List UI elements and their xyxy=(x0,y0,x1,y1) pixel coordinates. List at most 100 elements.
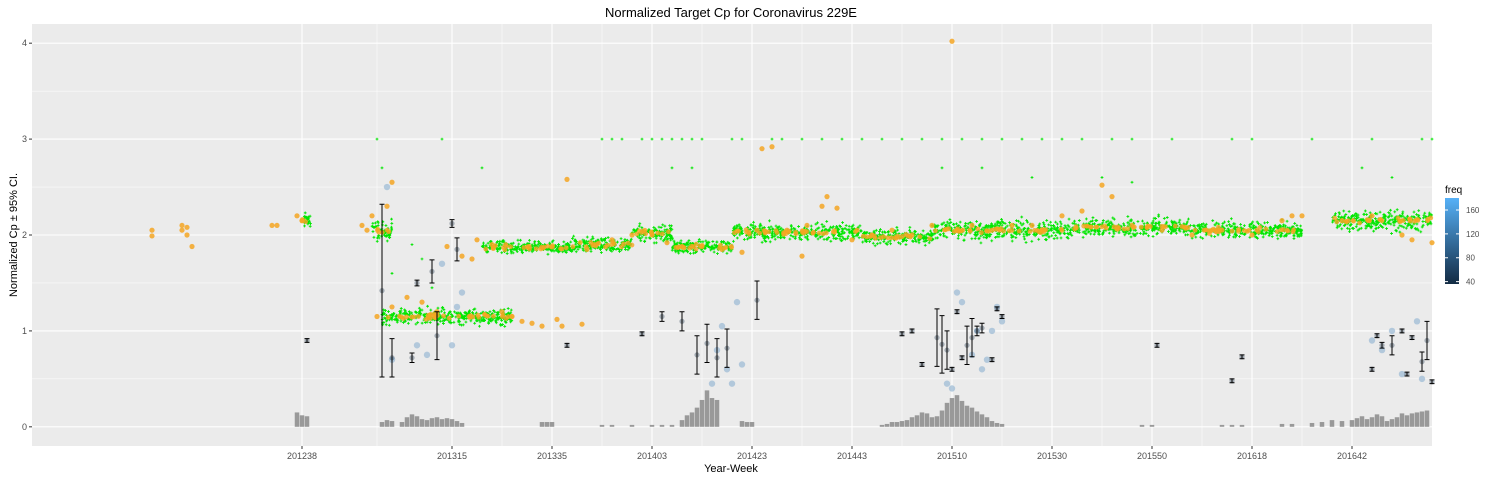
green-point xyxy=(1023,226,1027,230)
green-point xyxy=(1221,222,1225,225)
green-point xyxy=(488,246,491,249)
histogram-bar xyxy=(749,422,755,427)
green-point xyxy=(979,234,983,238)
green-point xyxy=(1134,228,1138,232)
green-point xyxy=(1147,234,1150,238)
orange-point xyxy=(179,227,185,233)
green-point xyxy=(390,318,394,322)
green-point xyxy=(679,249,683,253)
histogram-bar xyxy=(979,414,985,427)
green-point xyxy=(712,250,716,254)
green-point xyxy=(948,218,952,222)
histogram-bar xyxy=(294,412,300,427)
blue-point xyxy=(383,183,391,191)
histogram-bar xyxy=(1359,416,1365,427)
green-point xyxy=(1111,216,1115,220)
green-point xyxy=(374,221,377,225)
orange-point xyxy=(563,245,569,251)
green-point xyxy=(1123,233,1127,237)
green-point xyxy=(773,234,777,238)
green-point xyxy=(949,220,953,224)
orange-point xyxy=(1399,232,1405,238)
orange-point xyxy=(397,314,402,319)
histogram-bar xyxy=(1309,422,1315,427)
green-point xyxy=(539,242,542,246)
green-point xyxy=(981,226,985,230)
green-point xyxy=(668,233,672,237)
green-point xyxy=(505,252,509,255)
green-point xyxy=(1225,229,1229,233)
blue-point xyxy=(453,303,461,311)
green-point xyxy=(638,237,642,240)
green-point xyxy=(760,240,764,244)
histogram-bar xyxy=(1289,423,1295,427)
green-point xyxy=(443,319,446,322)
green-point xyxy=(1343,214,1347,218)
legend: freq 160 120 80 40 xyxy=(1445,185,1480,287)
y-tick-label: 1 xyxy=(22,326,27,336)
green-point xyxy=(975,220,979,223)
green-point xyxy=(868,240,872,244)
orange-point xyxy=(466,313,472,319)
histogram-bar xyxy=(689,412,695,427)
green-point xyxy=(819,235,822,239)
green-point xyxy=(995,235,999,239)
green-point xyxy=(912,236,916,240)
green-point xyxy=(1089,220,1093,223)
green-point xyxy=(663,237,666,241)
green-point xyxy=(1415,222,1419,226)
green-point xyxy=(856,233,860,237)
histogram-bar xyxy=(629,424,635,427)
green-point xyxy=(515,250,519,254)
histogram-bar xyxy=(1419,411,1425,427)
orange-point xyxy=(384,227,390,233)
green-point xyxy=(496,249,499,253)
blue-point xyxy=(728,380,736,387)
errorbar xyxy=(939,315,945,374)
green-point xyxy=(650,137,654,141)
orange-point xyxy=(687,245,693,251)
green-point xyxy=(1100,176,1104,179)
orange-point xyxy=(1111,224,1117,230)
green-point xyxy=(1255,235,1258,239)
errorbar xyxy=(934,308,940,367)
green-point xyxy=(1429,222,1433,226)
green-point xyxy=(1386,215,1390,219)
green-point xyxy=(376,236,379,240)
histogram-bar xyxy=(1379,416,1385,427)
orange-point xyxy=(1099,182,1105,188)
green-point xyxy=(1257,222,1260,226)
green-point xyxy=(387,235,391,239)
green-point xyxy=(1157,213,1161,217)
green-point xyxy=(1374,212,1377,215)
errorbar xyxy=(1429,379,1435,385)
orange-point xyxy=(508,244,514,250)
green-point xyxy=(652,241,656,245)
green-point xyxy=(1201,236,1205,240)
green-point xyxy=(375,137,379,141)
green-point xyxy=(1364,226,1368,230)
orange-point xyxy=(969,222,975,229)
green-point xyxy=(1000,217,1003,221)
green-point xyxy=(821,228,824,232)
green-point xyxy=(496,312,500,316)
orange-point xyxy=(739,249,745,255)
green-point xyxy=(1293,222,1297,225)
green-point xyxy=(857,236,861,240)
green-point xyxy=(767,226,771,229)
green-point xyxy=(1398,230,1402,234)
green-point xyxy=(838,234,842,238)
green-point xyxy=(1070,233,1074,237)
green-point xyxy=(1000,234,1004,238)
green-point xyxy=(1420,225,1424,229)
green-point xyxy=(380,166,384,170)
green-point xyxy=(1363,209,1367,213)
orange-point xyxy=(385,314,391,320)
green-point xyxy=(878,232,881,236)
green-point xyxy=(990,224,994,227)
green-point xyxy=(442,308,446,312)
errorbar xyxy=(979,322,985,334)
green-point xyxy=(1067,217,1071,221)
orange-point xyxy=(1161,224,1167,229)
histogram-bar xyxy=(459,422,465,427)
